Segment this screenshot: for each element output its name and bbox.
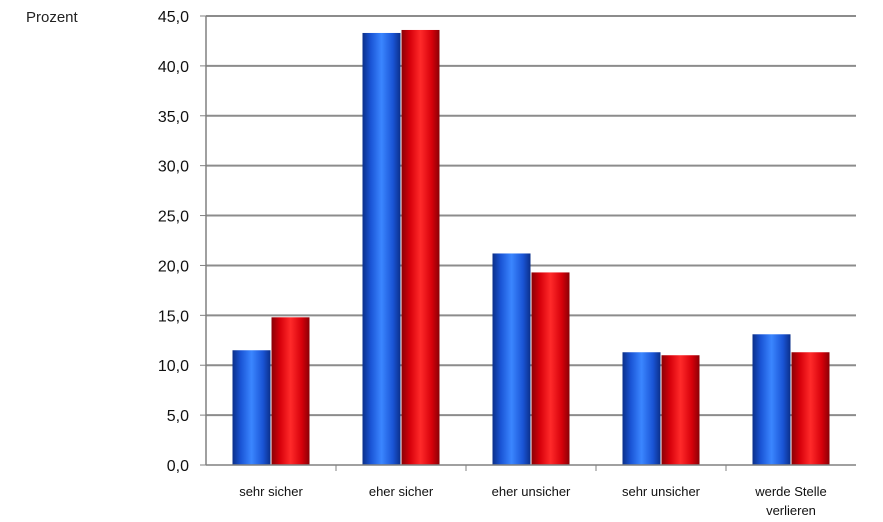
gridlines bbox=[206, 15, 856, 417]
y-tick-label: 40,0 bbox=[158, 59, 189, 76]
bar: werde Stelle verlieren: 13.1 bbox=[752, 334, 791, 465]
y-tick-label: 15,0 bbox=[158, 308, 189, 325]
x-tick-label: werde Stelle verlieren bbox=[754, 484, 827, 518]
y-tick-label: 0,0 bbox=[167, 458, 189, 475]
x-tick-label: eher sicher bbox=[369, 484, 434, 499]
x-tick-label: eher unsicher bbox=[492, 484, 571, 499]
y-tick-label: 20,0 bbox=[158, 258, 189, 275]
y-axis-label: Prozent bbox=[26, 9, 79, 26]
y-tick-label: 30,0 bbox=[158, 159, 189, 176]
bar: eher sicher: 43.6 bbox=[401, 29, 440, 465]
bar: sehr unsicher: 11 bbox=[661, 355, 700, 465]
bar: sehr sicher: 14.8 bbox=[271, 317, 310, 465]
bar: eher unsicher: 21.2 bbox=[492, 253, 531, 465]
y-tick-label: 45,0 bbox=[158, 9, 189, 26]
bar: eher sicher: 43.3 bbox=[362, 32, 401, 466]
bar: sehr unsicher: 11.3 bbox=[622, 352, 661, 465]
x-tick-label: sehr unsicher bbox=[622, 484, 701, 499]
y-tick-label: 5,0 bbox=[167, 408, 189, 425]
bars: sehr sicher: 11.5sehr sicher: 14.8 eher s… bbox=[232, 29, 830, 466]
x-axis-labels: sehr sicher eher sicher eher unsicher sehr … bbox=[239, 484, 827, 518]
bar: sehr sicher: 11.5 bbox=[232, 350, 271, 465]
axes bbox=[205, 16, 856, 471]
bar: eher unsicher: 19.3 bbox=[531, 272, 570, 465]
x-tick-label: sehr sicher bbox=[239, 484, 303, 499]
y-axis-ticks: 0,0 5,0 10,0 15,0 20,0 25,0 30,0 35,0 40,0 45,0 bbox=[158, 9, 206, 475]
bar: werde Stelle verlieren: 11.3 bbox=[791, 352, 830, 465]
y-tick-label: 25,0 bbox=[158, 209, 189, 226]
y-tick-label: 10,0 bbox=[158, 358, 189, 375]
y-tick-label: 35,0 bbox=[158, 109, 189, 126]
